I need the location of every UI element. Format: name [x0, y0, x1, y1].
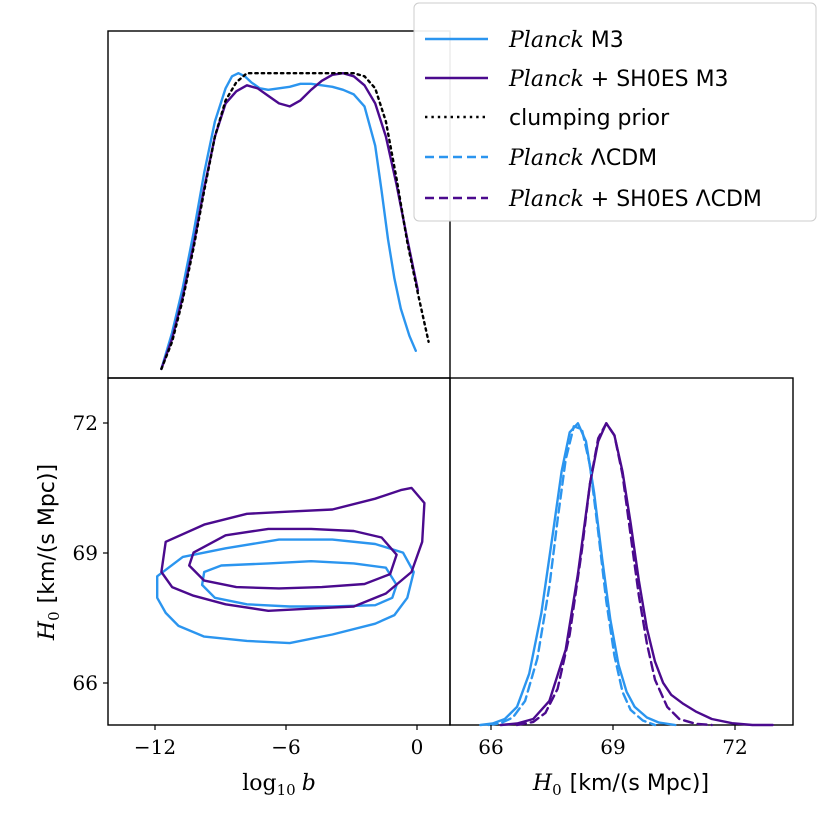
- y-tick-label: 72: [73, 411, 98, 435]
- x-axis-label-unit: [km/(s Mpc)]: [570, 771, 709, 796]
- contour-planck-sh0es-m3-68: [188, 527, 398, 590]
- legend-label-italic: Planck: [508, 146, 584, 171]
- legend-label-text: clumping prior: [509, 106, 670, 131]
- legend-label: Planck M3: [508, 28, 624, 53]
- legend-label-italic: Planck: [508, 187, 584, 212]
- series-line-planck-cdm: [487, 425, 657, 727]
- panel-h0-vs-log10b-contours: −12 −6 0 log10 b 72 69 66 H0[km/(s Mpc)]: [35, 377, 451, 799]
- x-tick-label: 72: [722, 735, 747, 759]
- legend-label-italic: Planck: [508, 28, 584, 53]
- legend-entry: clumping prior: [425, 106, 670, 131]
- series-line-planck-sh0es-cdm: [515, 422, 713, 727]
- x-tick-label: −12: [134, 735, 176, 759]
- y-axis-label-unit: [km/(s Mpc)]: [35, 464, 60, 603]
- contour-planck-m3-95: [156, 538, 415, 645]
- x-tick-label: −6: [271, 735, 300, 759]
- contour-lines: [156, 486, 426, 645]
- series-line-planck-m3: [160, 72, 417, 371]
- y-tick-label: 66: [73, 671, 98, 695]
- x-axis-label-var: H: [532, 771, 553, 796]
- legend-label: Planck + SH0ES M3: [508, 67, 729, 92]
- y-axis-label-var: H: [35, 620, 60, 641]
- legend-entry: Planck M3: [425, 28, 624, 53]
- x-axis-label-sub: 0: [552, 781, 562, 799]
- y-axis-label-h0: H0 [km/(s Mpc)]: [35, 464, 63, 641]
- legend: Planck M3 Planck + SH0ES M3 clumping prior…: [413, 2, 817, 222]
- series-line-planck-sh0es-m3: [499, 422, 774, 727]
- y-axis-label-sub: 0: [45, 611, 63, 621]
- contour-planck-m3-68: [200, 560, 398, 608]
- legend-box: [413, 2, 817, 222]
- legend-label-italic: Planck: [508, 67, 584, 92]
- h0-marginal-curves: [479, 422, 774, 727]
- legend-label-text: + SH0ES M3: [591, 67, 729, 92]
- legend-label-text: + SH0ES ΛCDM: [591, 187, 762, 212]
- panel-h0-marginal-frame: [449, 377, 794, 726]
- panel-h0-marginal: 66 69 72 H0 [km/(s Mpc)]: [449, 377, 794, 799]
- contour-planck-sh0es-m3-95: [160, 486, 426, 612]
- legend-label-text: ΛCDM: [591, 146, 657, 171]
- x-tick-label: 69: [600, 735, 625, 759]
- panel-log10b-marginal: [107, 30, 451, 379]
- x-tick-label: 66: [478, 735, 503, 759]
- x-axis-label-h0: H0 [km/(s Mpc)]: [532, 771, 709, 799]
- series-line-clumping-prior: [160, 72, 430, 371]
- y-tick-label: 69: [73, 541, 98, 565]
- y-axis-h0: 72 69 66 H0 [km/(s Mpc)]: [35, 411, 108, 695]
- series-line-planck-sh0es-m3: [160, 72, 420, 371]
- x-axis-log10b: −12 −6 0 log10 b: [134, 725, 423, 799]
- legend-label: Planck ΛCDM: [508, 146, 657, 171]
- legend-entry: Planck + SH0ES M3: [425, 67, 729, 92]
- x-axis-h0: 66 69 72 H0 [km/(s Mpc)]: [478, 725, 748, 799]
- legend-entry: Planck + SH0ES ΛCDM: [425, 187, 762, 212]
- legend-label: Planck + SH0ES ΛCDM: [508, 187, 762, 212]
- legend-entry: Planck ΛCDM: [425, 146, 657, 171]
- x-axis-label-log10b: log10 b: [242, 771, 316, 799]
- log10b-marginal-curves: [160, 72, 430, 371]
- panel-log10b-marginal-frame: [107, 30, 451, 379]
- legend-label: clumping prior: [509, 106, 670, 131]
- legend-label-text: M3: [591, 28, 624, 53]
- x-axis-label-log: log: [242, 771, 276, 796]
- x-axis-label-var: b: [302, 771, 316, 796]
- x-tick-label: 0: [411, 735, 424, 759]
- x-axis-label-sub: 10: [277, 781, 296, 799]
